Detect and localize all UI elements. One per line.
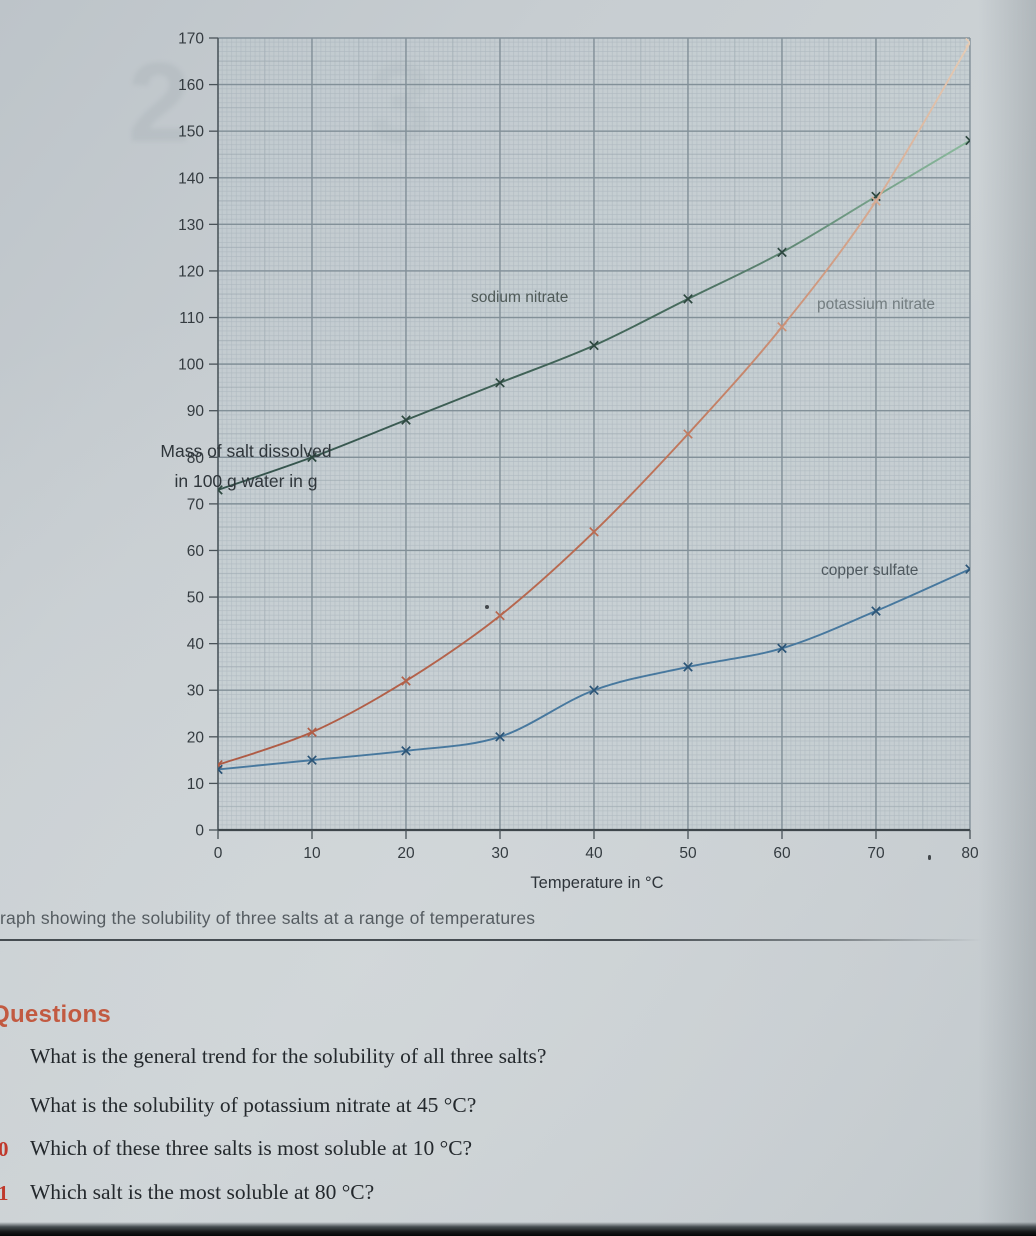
axis-ticks [209,37,971,839]
data-point-marker [218,764,223,775]
question-row: What is the solubility of potassium nitr… [0,1093,820,1118]
data-point-marker [777,322,787,332]
y-axis-label: Mass of salt dissolved in 100 g water in… [150,436,342,496]
y-tick-label: 10 [187,776,205,793]
data-point-marker [965,135,970,146]
x-tick-label: 70 [867,845,885,862]
x-tick-label: 20 [397,845,415,862]
series-line-potassium-nitrate [218,42,970,766]
figure-caption: raph showing the solubility of three sal… [0,908,536,928]
data-point-marker [495,610,505,621]
y-tick-labels: 0 10 20 30 40 50 60 70 80 90 100 110 120 130 140 150 160… [178,31,204,840]
series-label-sodium-nitrate: sodium nitrate [471,289,569,306]
data-point-marker [307,727,317,737]
data-point-marker [965,564,970,574]
data-point-marker [495,377,505,388]
y-axis-label-line1: Mass of salt dissolved [160,441,332,461]
data-point-marker [401,415,411,425]
x-tick-label: 80 [961,845,979,862]
question-text: What is the solubility of potassium nitr… [30,1093,477,1117]
data-point-marker [307,755,317,765]
y-tick-label: 40 [187,636,205,653]
questions-heading: Questions [0,1001,112,1028]
y-tick-label: 80 [187,450,205,467]
question-text: Which of these three salts is most solub… [30,1136,473,1160]
data-point-marker [307,452,317,463]
data-point-marker [965,38,970,48]
x-tick-label: 40 [585,845,603,862]
series-markers-copper-sulfate [218,564,970,775]
question-text: Which salt is the most soluble at 80 °C? [30,1180,375,1204]
data-point-marker [777,643,787,654]
question-text: What is the general trend for the solubi… [30,1044,547,1068]
page-edge-shadow-right [978,0,1036,1236]
y-tick-label: 130 [178,217,204,234]
y-axis-label-line2: in 100 g water in g [174,471,318,491]
y-tick-label: 90 [187,403,205,420]
scan-speck [928,855,931,860]
x-tick-label: 50 [679,845,697,862]
y-tick-label: 160 [178,77,204,94]
y-tick-label: 20 [187,729,205,746]
data-point-marker [589,527,599,537]
page-edge-shadow-bottom [0,1222,1036,1236]
y-tick-label: 170 [178,31,204,48]
question-row: 0 Which of these three salts is most sol… [0,1136,820,1161]
question-row: What is the general trend for the solubi… [0,1044,820,1069]
y-tick-label: 0 [195,823,204,840]
series-markers-potassium-nitrate [218,38,970,770]
scan-speck [485,605,489,609]
data-point-marker [777,247,787,258]
data-point-marker [683,294,693,304]
y-tick-label: 60 [187,543,205,560]
y-tick-label: 120 [178,263,204,280]
data-point-marker [589,340,599,351]
question-number: 0 [0,1137,9,1161]
x-tick-label: 60 [773,845,791,862]
data-point-marker [871,196,881,206]
data-point-marker [401,676,411,686]
data-point-marker [589,685,599,696]
y-tick-label: 110 [179,310,204,327]
data-point-marker [495,732,505,742]
data-point-marker [871,606,881,616]
series-label-copper-sulfate: copper sulfate [821,562,919,579]
y-tick-label: 70 [187,496,205,513]
y-tick-label: 150 [178,124,204,141]
solubility-chart: Mass of salt dissolved in 100 g water in… [150,30,980,900]
chart-svg: 0 10 20 30 40 50 60 70 80 0 10 20 30 40 50 60 70 80 90 100 1… [178,31,979,893]
x-tick-labels: 0 10 20 30 40 50 60 70 80 [214,845,979,862]
y-tick-label: 50 [187,590,205,607]
y-tick-label: 140 [178,170,204,187]
series-label-potassium-nitrate: potassium nitrate [817,296,936,313]
y-tick-label: 100 [178,357,204,374]
section-divider-line [0,939,992,941]
data-point-marker [683,662,693,672]
x-tick-label: 10 [303,845,321,862]
x-tick-label: 0 [214,845,223,862]
data-point-marker [218,485,223,495]
x-tick-label: 30 [491,845,509,862]
y-tick-label: 30 [187,683,205,700]
question-row: 1 Which salt is the most soluble at 80 °… [0,1180,820,1205]
data-point-marker [683,429,693,439]
data-point-marker [401,745,411,756]
x-axis-label: Temperature in °C [530,874,663,892]
question-number: 1 [0,1181,9,1205]
chart-plot-area: 0 10 20 30 40 50 60 70 80 0 10 20 30 40 50 60 70 80 90 100 1… [150,30,980,905]
